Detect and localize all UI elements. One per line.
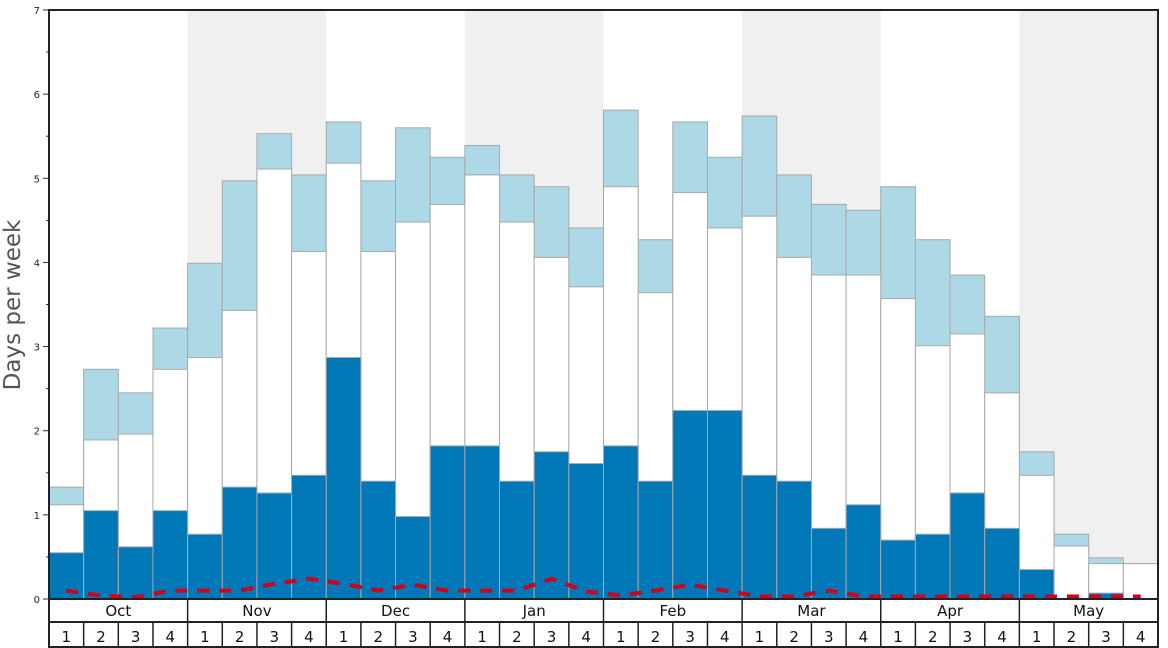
- bar-s1-19: [706, 410, 743, 600]
- week-label-27: 4: [997, 628, 1007, 646]
- y-axis-label: Days per week: [0, 219, 26, 390]
- week-label-17: 2: [651, 628, 661, 646]
- bar-s2-29: [1053, 545, 1090, 600]
- week-label-19: 4: [720, 628, 730, 646]
- week-label-11: 4: [443, 628, 453, 646]
- bar-s1-15: [568, 463, 604, 600]
- bar-s1-18: [672, 410, 708, 600]
- bars: [48, 109, 1159, 600]
- week-label-26: 3: [963, 628, 973, 646]
- week-label-0: 1: [62, 628, 72, 646]
- month-label-oct: Oct: [105, 602, 131, 620]
- bar-s1-24: [880, 539, 916, 600]
- y-tick-label-6: 6: [34, 90, 40, 101]
- week-label-29: 2: [1067, 628, 1077, 646]
- week-label-20: 1: [755, 628, 765, 646]
- week-label-15: 4: [581, 628, 591, 646]
- week-label-12: 1: [477, 628, 487, 646]
- week-label-4: 1: [200, 628, 210, 646]
- week-label-16: 1: [616, 628, 626, 646]
- bar-s1-17: [637, 480, 674, 600]
- week-label-6: 3: [269, 628, 279, 646]
- month-label-apr: Apr: [937, 602, 964, 620]
- week-label-23: 4: [859, 628, 869, 646]
- bar-s1-3: [152, 510, 189, 600]
- week-label-31: 4: [1136, 628, 1146, 646]
- month-label-may: May: [1073, 602, 1104, 620]
- bar-s1-25: [914, 533, 951, 600]
- bar-s1-5: [221, 486, 258, 600]
- month-label-mar: Mar: [797, 602, 826, 620]
- bar-s1-23: [845, 504, 882, 600]
- week-label-24: 1: [893, 628, 903, 646]
- week-label-8: 1: [339, 628, 349, 646]
- week-label-5: 2: [235, 628, 245, 646]
- month-label-jan: Jan: [522, 602, 546, 620]
- week-label-2: 3: [131, 628, 141, 646]
- week-label-21: 2: [789, 628, 799, 646]
- bar-s1-27: [984, 527, 1020, 600]
- y-tick-label-5: 5: [34, 174, 40, 185]
- week-label-1: 2: [96, 628, 106, 646]
- y-tick-label-2: 2: [34, 427, 40, 438]
- week-label-22: 3: [824, 628, 834, 646]
- x-axis: Oct 1 2 3 4 Nov 1 2 3 4 Dec 1 2 3 4 Jan 1 2 3 4 Feb 1 2 3 4 Mar 1 2…: [48, 599, 1159, 648]
- week-label-13: 2: [512, 628, 522, 646]
- bar-s2-31: [1122, 563, 1159, 600]
- week-label-14: 3: [547, 628, 557, 646]
- bar-s1-22: [810, 527, 847, 600]
- bar-s1-13: [499, 480, 535, 600]
- week-label-10: 3: [408, 628, 418, 646]
- week-label-9: 2: [373, 628, 383, 646]
- dashed-line: [66, 576, 1141, 600]
- bar-s1-12: [464, 445, 501, 600]
- bar-s1-9: [360, 480, 397, 600]
- bar-s1-26: [949, 492, 986, 600]
- y-tick-label-0: 0: [34, 595, 40, 606]
- month-label-nov: Nov: [242, 602, 271, 620]
- bar-s1-28: [1018, 569, 1055, 600]
- bar-s1-11: [429, 445, 466, 600]
- week-label-18: 3: [685, 628, 695, 646]
- week-label-25: 2: [928, 628, 938, 646]
- y-tick-label-7: 7: [34, 6, 40, 17]
- week-label-28: 1: [1032, 628, 1042, 646]
- y-tick-label-1: 1: [34, 511, 40, 522]
- y-tick-label-3: 3: [34, 343, 40, 354]
- bar-s1-2: [117, 546, 154, 600]
- bar-s1-20: [741, 474, 778, 600]
- bar-s1-21: [776, 480, 812, 600]
- week-label-7: 4: [304, 628, 314, 646]
- bar-s1-16: [603, 445, 639, 600]
- bar-s1-1: [83, 510, 119, 600]
- week-label-30: 3: [1101, 628, 1111, 646]
- dashed-series-line: [66, 576, 1141, 600]
- bar-s1-4: [187, 533, 223, 600]
- bar-s1-8: [325, 357, 362, 600]
- month-label-dec: Dec: [381, 602, 410, 620]
- week-label-3: 4: [166, 628, 176, 646]
- y-tick-label-4: 4: [34, 258, 40, 269]
- month-label-feb: Feb: [660, 602, 687, 620]
